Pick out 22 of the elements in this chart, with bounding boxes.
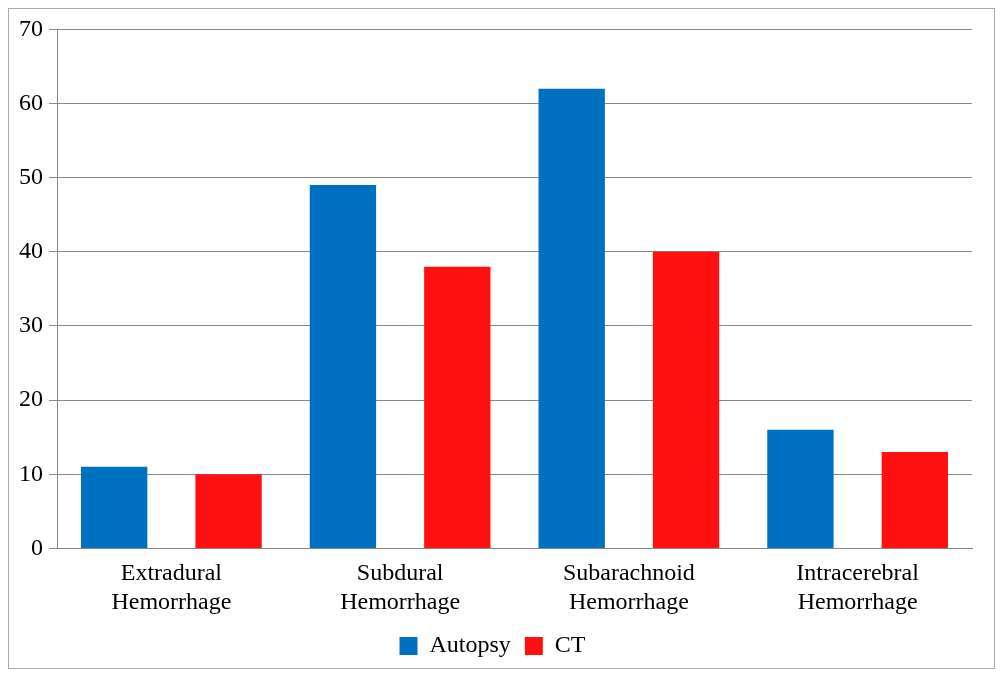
x-tick-label: Extradural Hemorrhage — [111, 559, 232, 614]
bar — [538, 88, 605, 548]
legend-label: Autopsy — [429, 631, 511, 658]
y-tick-label: 70 — [19, 14, 43, 41]
y-tick-label: 0 — [31, 533, 43, 560]
y-tick-label: 20 — [19, 385, 43, 412]
y-tick-label: 30 — [19, 311, 43, 338]
bar — [309, 185, 377, 548]
y-tick-label: 40 — [19, 237, 43, 264]
bar — [881, 452, 948, 548]
bar — [195, 474, 262, 548]
x-tick-label: Intracerebral Hemorrhage — [796, 559, 920, 614]
y-tick-label: 60 — [19, 88, 43, 115]
legend-label: CT — [554, 631, 586, 658]
bar — [81, 466, 148, 548]
bar — [652, 251, 720, 548]
bar — [767, 429, 834, 548]
x-tick-label: Subarachnoid Hemorrhage — [562, 559, 695, 614]
bar — [424, 266, 491, 548]
y-tick-label: 50 — [19, 162, 43, 189]
y-tick-label: 10 — [19, 459, 43, 486]
x-tick-label: Subdural Hemorrhage — [340, 559, 461, 614]
